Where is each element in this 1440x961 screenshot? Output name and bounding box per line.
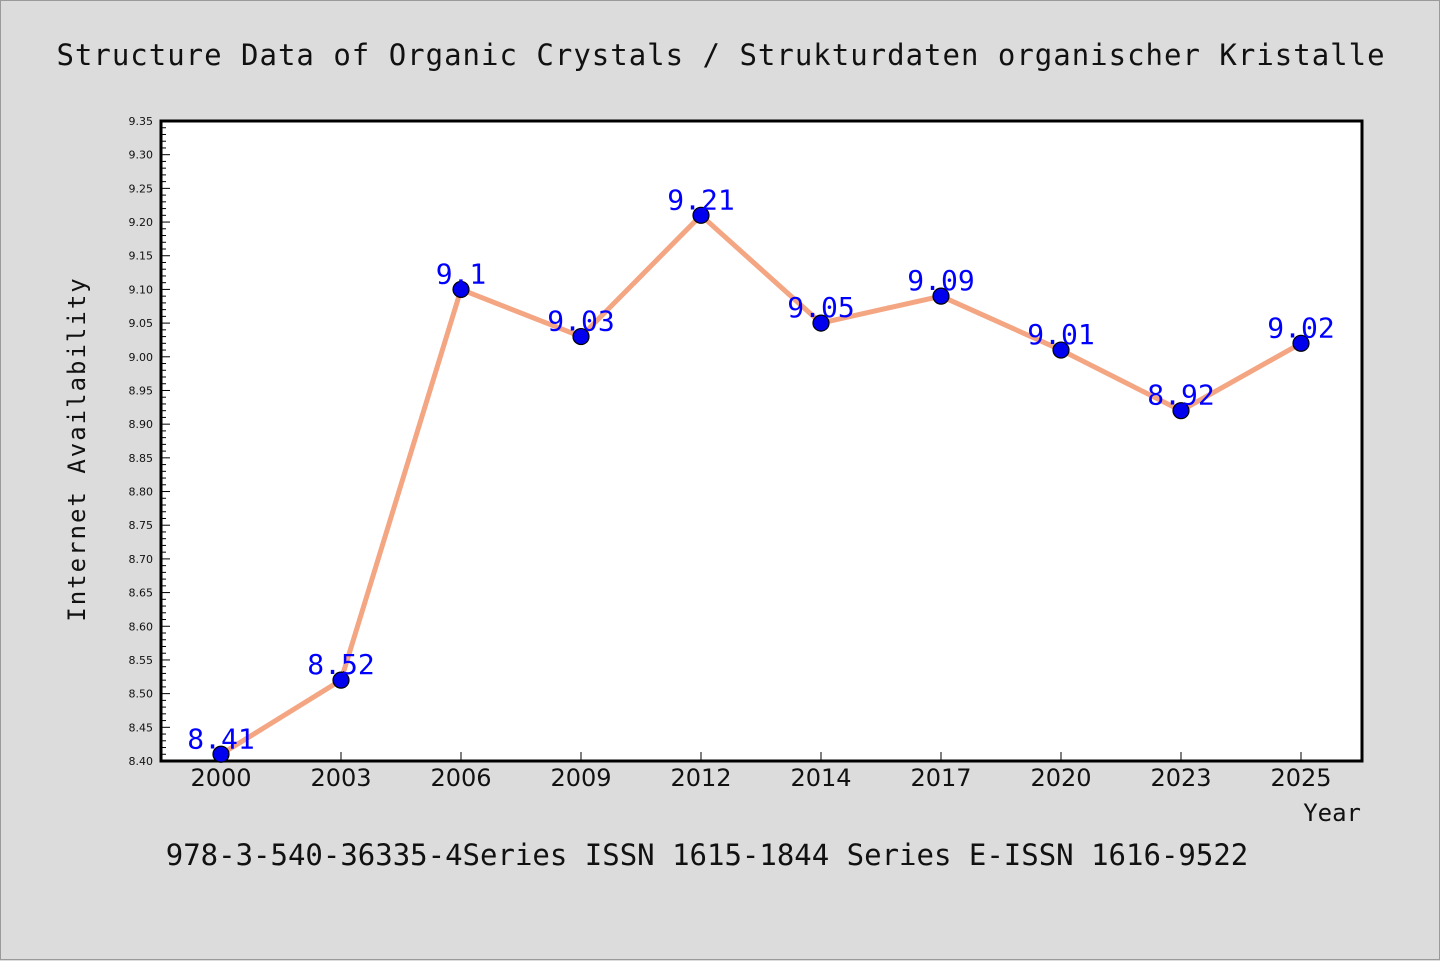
x-tick-label: 2014 [790,764,851,792]
y-tick-label: 8.65 [129,587,154,600]
data-point [1292,334,1310,352]
data-point [332,671,350,689]
y-tick-label: 8.85 [129,452,154,465]
data-labels: 8.41 8.52 9.1 9.03 9.21 9.05 9.09 9.01 8.92 9.02 [187,183,1334,755]
data-point [1172,402,1190,420]
data-label: 9.03 [547,305,614,338]
x-tick-label: 2025 [1270,764,1331,792]
x-tick-label: 2000 [190,764,251,792]
y-tick-label: 8.45 [129,721,154,734]
footer-text: 978-3-540-36335-4Series ISSN 1615-1844 S… [166,838,1249,872]
data-label: 9.05 [787,291,854,324]
y-tick-label: 8.70 [129,553,154,566]
series-line [219,212,1303,757]
y-tick-label: 9.35 [129,115,154,128]
data-label: 9.09 [907,264,974,297]
x-axis-label: Year [1303,799,1361,827]
x-tick-label: 2012 [670,764,731,792]
y-tick-label: 9.20 [129,216,154,229]
series-line-group [212,206,1310,763]
data-point [932,287,950,305]
x-tick-label: 2017 [910,764,971,792]
data-point [1052,341,1070,359]
data-label: 8.41 [187,722,254,755]
data-point [692,206,710,224]
x-tick-label: 2020 [1030,764,1091,792]
y-tick-label: 8.90 [129,418,154,431]
data-label: 9.21 [667,183,734,216]
y-tick-label: 9.15 [129,250,154,263]
y-tick-label: 8.80 [129,486,154,499]
y-tick-label: 8.60 [129,620,154,633]
y-tick-label: 8.50 [129,688,154,701]
y-tick-label: 9.30 [129,149,154,162]
y-tick-label: 8.40 [129,755,154,768]
y-tick-label: 8.75 [129,519,154,532]
y-axis: 8.40 8.45 8.50 8.55 8.60 8.65 8.70 8.75 8.80 8.85… [129,115,170,768]
x-axis: 2000 2003 2006 2009 2012 2014 2017 2020 2023 2025 [190,752,1332,792]
data-point [572,327,590,346]
chart-title: Structure Data of Organic Crystals / Str… [56,38,1385,72]
y-tick-label: 9.10 [129,283,154,296]
y-axis-label: Internet Availability [63,276,91,621]
x-tick-label: 2003 [310,764,371,792]
y-tick-label: 8.55 [129,654,154,667]
plot-area [159,119,1364,763]
data-label: 9.01 [1027,318,1094,351]
data-point [212,745,230,763]
data-label: 8.92 [1147,379,1214,412]
data-point [452,280,470,299]
x-tick-label: 2009 [550,764,611,792]
y-tick-label: 8.95 [129,384,154,397]
data-label: 9.02 [1267,311,1334,344]
x-tick-label: 2023 [1150,764,1211,792]
y-tick-label: 9.00 [129,351,154,364]
y-tick-label: 9.25 [129,182,154,195]
data-label: 9.1 [436,257,487,290]
x-tick-label: 2006 [430,764,491,792]
data-label: 8.52 [307,648,374,681]
y-tick-label: 9.05 [129,317,154,330]
data-point [812,314,830,332]
